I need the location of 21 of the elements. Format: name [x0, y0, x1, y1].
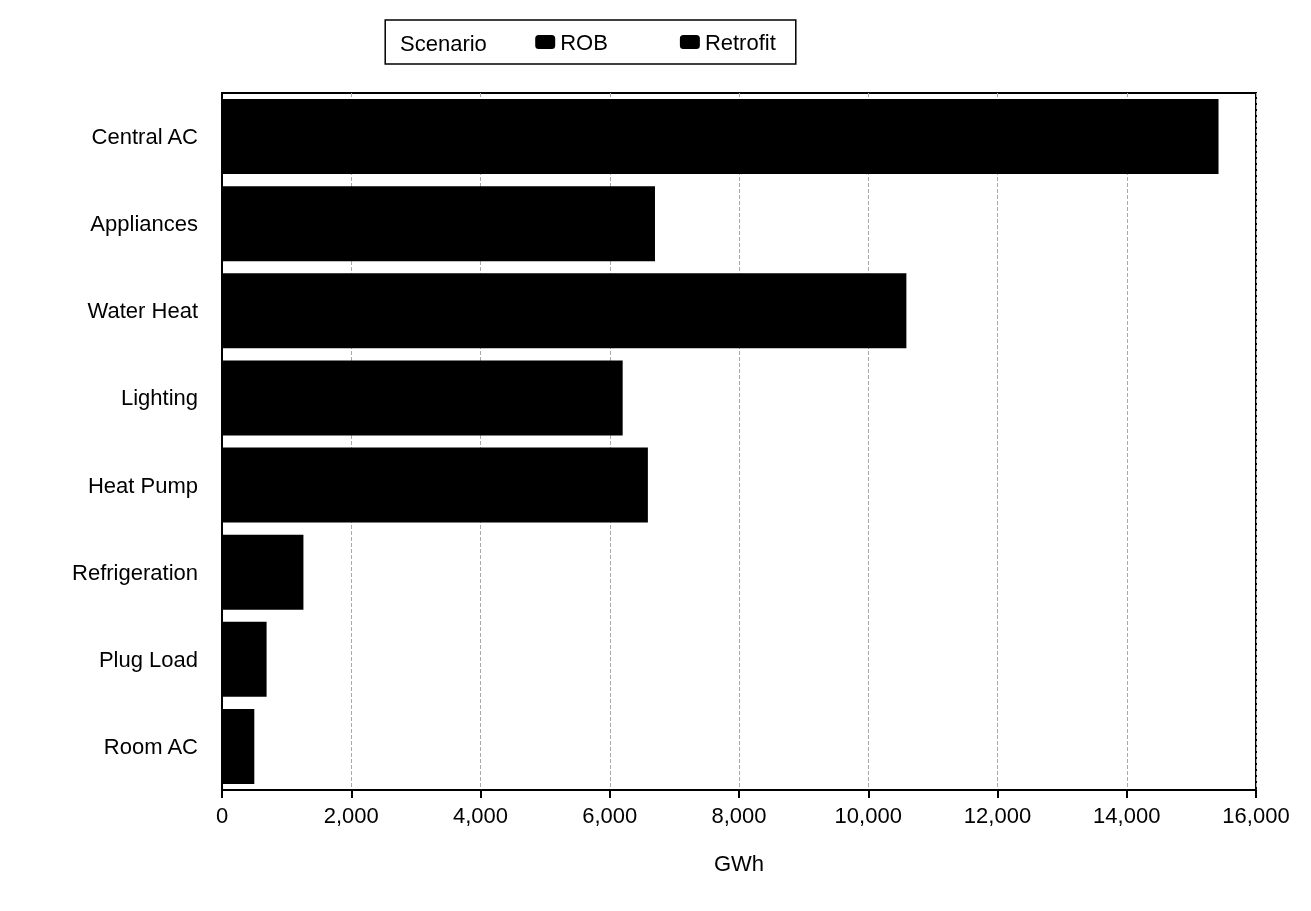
y-tick-label: Water Heat	[87, 298, 198, 324]
legend-label: Retrofit	[704, 29, 776, 55]
x-tick-label: 2,000	[323, 802, 379, 828]
y-tick-label: Lighting	[120, 385, 198, 411]
legend-title: Scenario	[400, 30, 487, 56]
x-axis-title: GWh	[713, 850, 765, 876]
y-tick-label: Refrigeration	[72, 559, 198, 585]
x-tick-label: 12,000	[963, 802, 1032, 828]
y-tick-label: Heat Pump	[87, 472, 198, 498]
y-tick-label: Plug Load	[98, 646, 198, 672]
y-tick-label: Room AC	[103, 733, 199, 759]
legend-label: ROB	[560, 29, 608, 55]
x-tick-label: 6,000	[582, 802, 638, 828]
x-tick-label: 14,000	[1093, 802, 1161, 828]
y-tick-label: Appliances	[90, 211, 198, 237]
x-tick-label: 16,000	[1222, 802, 1290, 828]
y-tick-label: Central AC	[91, 124, 199, 150]
x-tick-label: 4,000	[452, 802, 509, 828]
x-tick-label: 0	[215, 802, 229, 828]
x-tick-label: 10,000	[834, 802, 902, 828]
x-tick-label: 8,000	[711, 802, 767, 828]
